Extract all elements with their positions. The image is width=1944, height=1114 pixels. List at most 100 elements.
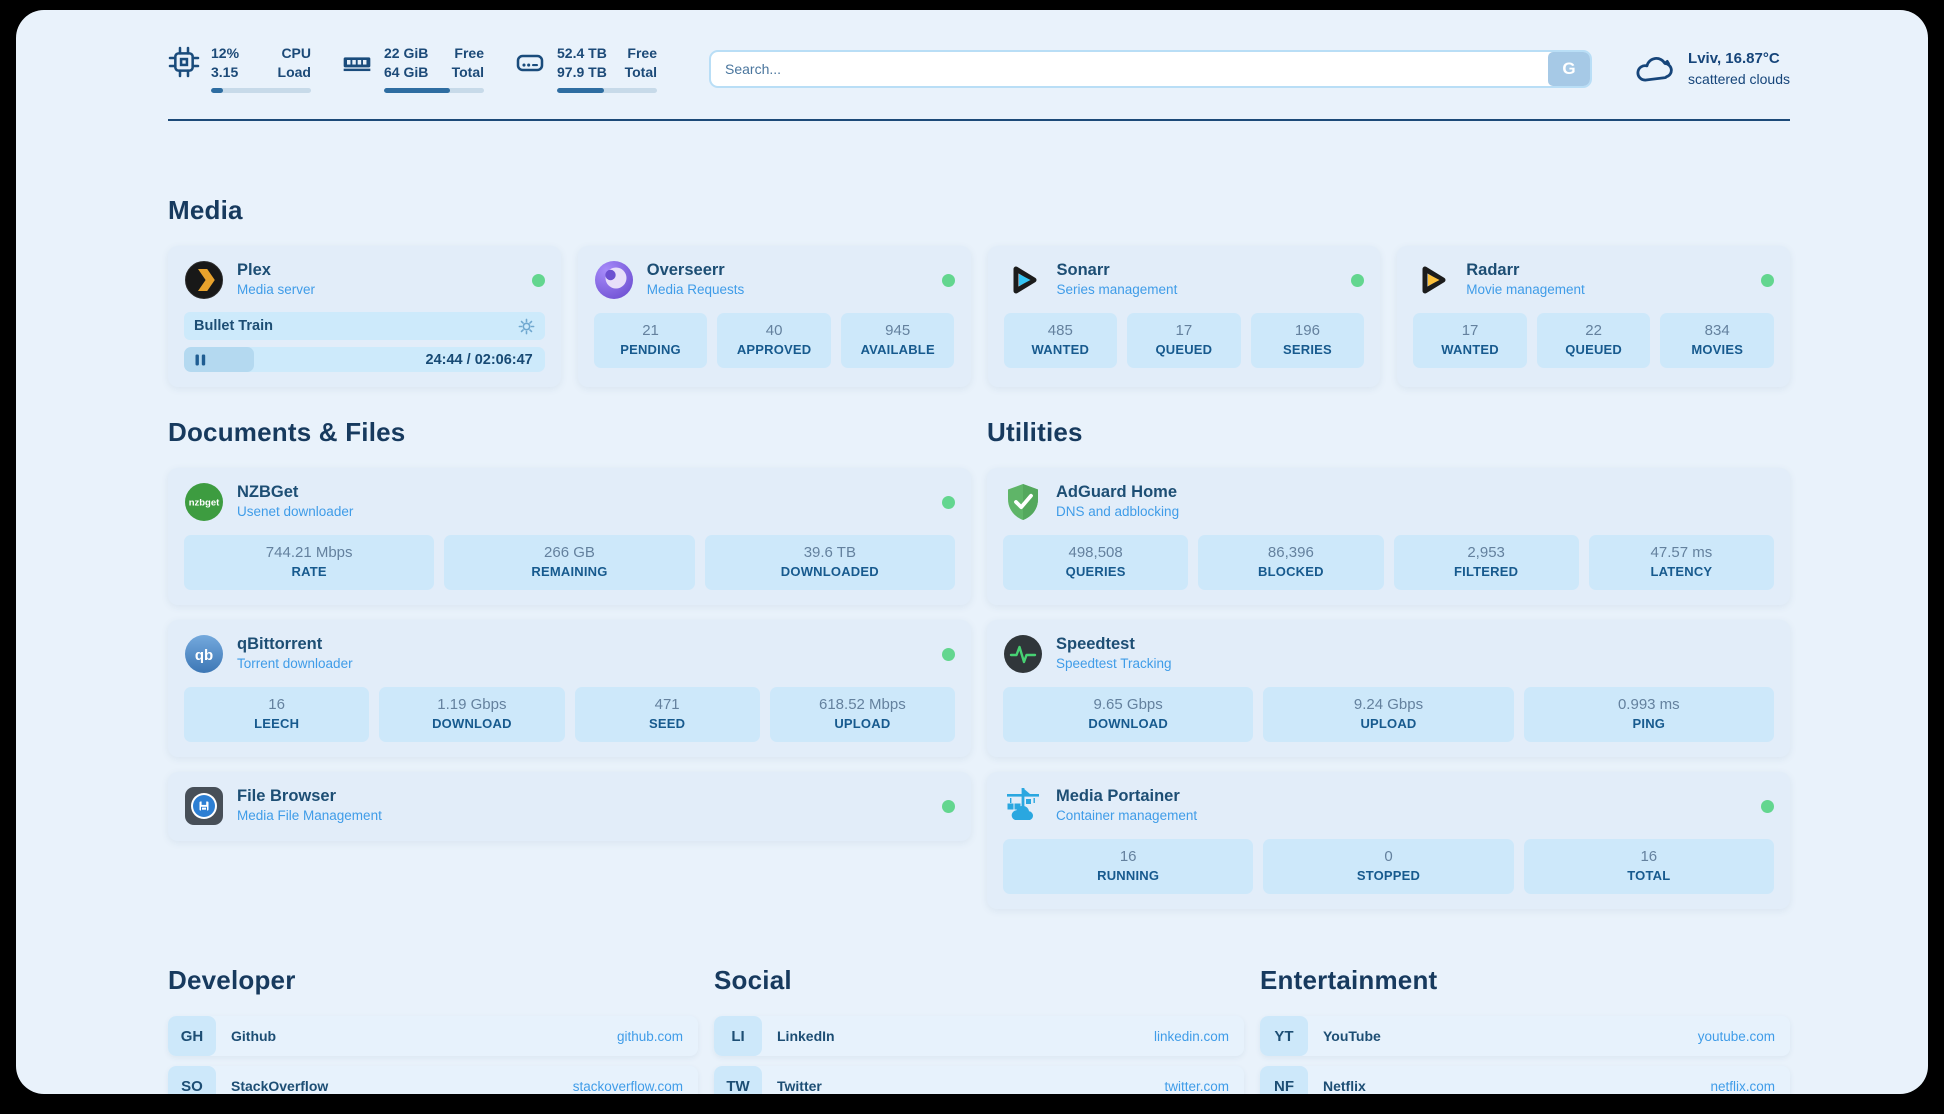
stat-box: 945 AVAILABLE [840,313,955,368]
bookmark-name: StackOverflow [231,1078,329,1094]
service-card-adguard[interactable]: AdGuard Home DNS and adblocking 498,508 … [987,468,1790,605]
ram-total: 64 GiB [384,64,429,80]
pause-icon [195,354,206,365]
section-title-social: Social [714,965,792,995]
stat-box: 485 WANTED [1003,313,1118,368]
bookmark-netflix[interactable]: NF Netflix netflix.com [1260,1066,1790,1094]
service-subtitle: Speedtest Tracking [1056,656,1172,671]
bookmark-stackoverflow[interactable]: SO StackOverflow stackoverflow.com [168,1066,698,1094]
service-card-radarr[interactable]: Radarr Movie management 17 WANTED 22 QUE… [1397,246,1790,387]
status-dot [531,273,545,287]
topbar-divider [168,119,1790,121]
google-search-button[interactable]: G [1548,51,1591,86]
playback-time: 24:44 / 02:06:47 [425,351,533,368]
disk-label-1: Free [627,45,657,61]
stat-box: 17 QUEUED [1127,313,1241,368]
ram-label-2: Total [451,64,484,80]
service-card-nzbget[interactable]: nzbget NZBGet Usenet downloader 744.21 M… [168,468,971,605]
bookmark-url: youtube.com [1697,1028,1775,1044]
stat-box: 498,508 QUERIES [1003,535,1189,590]
bookmark-abbr: SO [168,1066,216,1094]
qbittorrent-icon: qb [185,635,223,673]
bookmark-github[interactable]: GH Github github.com [168,1016,698,1056]
stat-box: 196 SERIES [1250,313,1365,368]
service-card-overseerr[interactable]: Overseerr Media Requests 21 PENDING 40 A… [577,246,971,387]
bookmark-linkedin[interactable]: LI LinkedIn linkedin.com [714,1016,1244,1056]
now-playing-row: Bullet Train [184,312,545,340]
disk-progress-bar [557,88,657,93]
stat-box: 266 GB REMAINING [444,535,695,590]
stat-box: 16 TOTAL [1523,839,1774,894]
service-card-sonarr[interactable]: Sonarr Series management 485 WANTED 17 Q… [987,246,1381,387]
stat-box: 22 QUEUED [1536,313,1651,368]
service-name: Overseerr [646,261,725,279]
bookmark-twitter[interactable]: TW Twitter twitter.com [714,1066,1244,1094]
weather-widget: Lviv, 16.87°C scattered clouds [1634,49,1790,89]
weather-location: Lviv, 16.87°C [1688,49,1780,67]
stat-box: 16 RUNNING [1003,839,1254,894]
session-gear-icon [518,318,535,334]
bookmark-name: Netflix [1323,1078,1366,1094]
dashboard-page: 12% 3.15 CPU Load [16,10,1928,1094]
service-subtitle: DNS and adblocking [1056,504,1180,519]
sonarr-icon [1013,266,1036,294]
service-subtitle: Media Requests [646,282,745,297]
bookmark-name: LinkedIn [777,1028,835,1044]
service-card-portainer[interactable]: Media Portainer Container management 16 … [987,772,1790,909]
bookmark-url: stackoverflow.com [572,1078,683,1094]
ram-label-1: Free [454,45,484,61]
stat-box: 47.57 ms LATENCY [1588,535,1774,590]
bookmark-name: YouTube [1323,1028,1381,1044]
status-dot [942,495,955,509]
search-input[interactable] [711,51,1549,86]
service-subtitle: Series management [1056,282,1178,297]
bookmark-url: linkedin.com [1153,1028,1229,1044]
stat-box: 40 APPROVED [717,313,831,368]
weather-condition: scattered clouds [1688,70,1790,87]
section-title-entertainment: Entertainment [1260,965,1438,995]
stat-box: 9.65 Gbps DOWNLOAD [1003,687,1254,742]
service-card-qbittorrent[interactable]: qb qBittorrent Torrent downloader 16 LEE… [168,620,971,757]
section-title-developer: Developer [168,965,296,995]
portainer-icon [1007,788,1039,820]
service-subtitle: Media File Management [237,808,382,823]
playback-progress-bar: 24:44 / 02:06:47 [184,347,545,372]
stat-box: 744.21 Mbps RATE [184,535,435,590]
documents-column: nzbget NZBGet Usenet downloader 744.21 M… [168,468,971,841]
utilities-column: AdGuard Home DNS and adblocking 498,508 … [987,468,1790,909]
service-card-plex[interactable]: Plex Media server Bullet Train [168,246,561,387]
bookmark-url: netflix.com [1710,1078,1775,1094]
stat-box: 0.993 ms PING [1523,687,1774,742]
service-name: Speedtest [1056,635,1135,653]
disk-icon [516,54,544,72]
ram-progress-bar [384,88,484,93]
status-dot [1761,273,1774,287]
search-bar: G [709,49,1593,88]
developer-links: GH Github github.com SO StackOverflow st… [168,1016,698,1094]
svg-text:qb: qb [195,647,213,664]
disk-label-2: Total [624,64,657,80]
disk-total: 97.9 TB [557,64,607,80]
section-title-documents: Documents & Files [168,417,406,447]
status-dot [1761,799,1774,813]
service-name: Sonarr [1056,261,1110,279]
cpu-label-2: Load [277,64,311,80]
stat-box: 17 WANTED [1413,313,1527,368]
service-card-filebrowser[interactable]: File Browser Media File Management [168,772,971,841]
stat-box: 0 STOPPED [1263,839,1514,894]
ram-free: 22 GiB [384,45,429,61]
top-bar: 12% 3.15 CPU Load [168,44,1790,93]
bookmark-name: Github [231,1028,277,1044]
svg-text:nzbget: nzbget [189,498,220,509]
service-name: Media Portainer [1056,787,1180,805]
stat-box: 2,953 FILTERED [1393,535,1579,590]
service-subtitle: Media server [237,282,316,297]
bookmark-youtube[interactable]: YT YouTube youtube.com [1260,1016,1790,1056]
bookmark-abbr: LI [714,1016,762,1056]
disk-widget: 52.4 TB 97.9 TB Free Total [514,44,657,93]
overseerr-icon [594,261,633,299]
service-card-speedtest[interactable]: Speedtest Speedtest Tracking 9.65 Gbps D… [987,620,1790,757]
status-dot [942,799,955,813]
now-playing-title: Bullet Train [194,318,273,334]
service-name: NZBGet [237,483,299,501]
